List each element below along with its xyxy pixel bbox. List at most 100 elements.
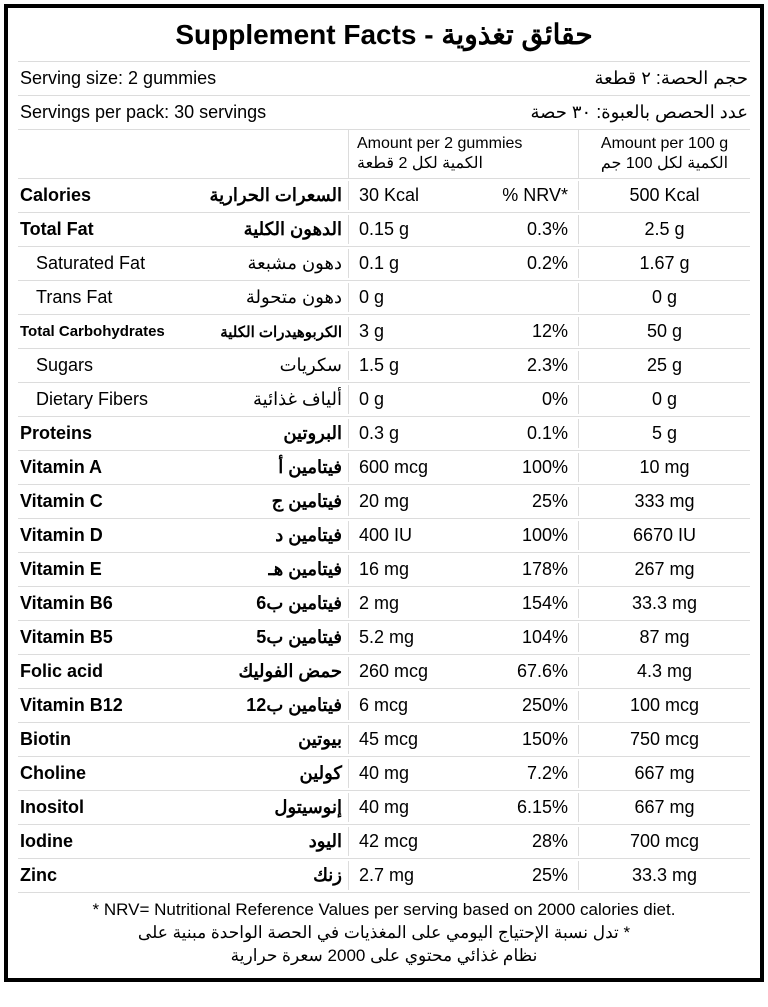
nutrient-name-ar: فيتامين ب12 (246, 695, 342, 716)
nutrient-names: Sugarsسكريات (18, 351, 348, 380)
nutrient-names: Saturated Fatدهون مشبعة (18, 249, 348, 278)
nutrient-amount: 42 mcg28% (348, 827, 578, 856)
header-amount-ar: الكمية لكل 2 قطعة (357, 154, 570, 174)
nutrient-amount: 30 Kcal % NRV* (348, 181, 578, 210)
nutrient-row: Biotinبيوتين45 mcg150%750 mcg (18, 722, 750, 756)
header-amount-per-100g: Amount per 100 g الكمية لكل 100 جم (578, 130, 750, 178)
amount-value: 0.1 g (359, 253, 399, 274)
per-100g-value: 6670 IU (578, 521, 750, 550)
supplement-facts-panel: Supplement Facts - حقائق تغذوية Serving … (4, 4, 764, 982)
nutrient-amount: 0 g0% (348, 385, 578, 414)
nutrient-name-ar: ألياف غذائية (253, 389, 342, 410)
amount-value: 6 mcg (359, 695, 408, 716)
nutrient-row: Vitamin Dفيتامين د400 IU100%6670 IU (18, 518, 750, 552)
nutrient-row: Vitamin Aفيتامين أ600 mcg100%10 mg (18, 450, 750, 484)
nrv-value: 150% (522, 729, 568, 750)
header-amount-en: Amount per 2 gummies (357, 134, 570, 154)
amount-value: 400 IU (359, 525, 412, 546)
nutrient-name-en: Total Carbohydrates (20, 323, 165, 341)
serving-size-en: Serving size: 2 gummies (20, 68, 216, 89)
nrv-value: 100% (522, 525, 568, 546)
nutrient-row: Dietary Fibersألياف غذائية0 g0%0 g (18, 382, 750, 416)
nutrient-name-ar: زنك (313, 865, 342, 886)
per-100g-value: 1.67 g (578, 249, 750, 278)
nutrient-name-en: Proteins (20, 423, 92, 444)
nutrient-row: Iodineاليود42 mcg28%700 mcg (18, 824, 750, 858)
amount-value: 3 g (359, 321, 384, 342)
nutrient-name-ar: فيتامين ب6 (256, 593, 342, 614)
nutrient-names: Vitamin Cفيتامين ج (18, 487, 348, 516)
nutrient-name-en: Vitamin C (20, 491, 103, 512)
amount-value: 16 mg (359, 559, 409, 580)
nutrient-name-en: Vitamin E (20, 559, 102, 580)
nutrient-amount: 20 mg25% (348, 487, 578, 516)
nutrient-name-en: Trans Fat (36, 287, 112, 308)
nutrient-name-ar: الكربوهيدرات الكلية (220, 323, 342, 341)
nutrient-amount: 0.15 g0.3% (348, 215, 578, 244)
serving-size-row: Serving size: 2 gummies حجم الحصة: ٢ قطع… (18, 61, 750, 95)
amount-value: 0 g (359, 287, 384, 308)
title-ar: حقائق تغذوية (441, 19, 592, 50)
nrv-value: 100% (522, 457, 568, 478)
nutrient-name-en: Vitamin D (20, 525, 103, 546)
nutrient-name-en: Vitamin A (20, 457, 102, 478)
title-en: Supplement Facts (175, 19, 416, 50)
per-100g-value: 667 mg (578, 793, 750, 822)
amount-value: 0.15 g (359, 219, 409, 240)
per-100g-value: 5 g (578, 419, 750, 448)
nrv-value: 6.15% (517, 797, 568, 818)
footnote: * NRV= Nutritional Reference Values per … (18, 892, 750, 970)
per-100g-value: 33.3 mg (578, 589, 750, 618)
amount-value: 45 mcg (359, 729, 418, 750)
nutrient-row: Vitamin Eفيتامين هـ16 mg178%267 mg (18, 552, 750, 586)
nutrient-amount: 45 mcg 150% (348, 725, 578, 754)
per-100g-value: 25 g (578, 351, 750, 380)
nutrient-name-en: Dietary Fibers (36, 389, 148, 410)
per-100g-value: 700 mcg (578, 827, 750, 856)
nutrient-row: Total Carbohydrates الكربوهيدرات الكلية 3 … (18, 314, 750, 348)
per-100g-value: 333 mg (578, 487, 750, 516)
nutrient-names: Proteins البروتين (18, 419, 348, 448)
nutrient-row: Cholineكولين40 mg7.2%667 mg (18, 756, 750, 790)
nutrient-names: Vitamin Eفيتامين هـ (18, 555, 348, 584)
nutrient-amount: 2 mg154% (348, 589, 578, 618)
per-100g-value: 87 mg (578, 623, 750, 652)
nutrient-name-ar: البروتين (283, 423, 342, 444)
per-100g-value: 750 mcg (578, 725, 750, 754)
nutrient-amount: 40 mg6.15% (348, 793, 578, 822)
footnote-ar-line1: * تدل نسبة الإحتياج اليومي على المغذيات … (22, 922, 746, 945)
nutrient-names: Total Fatالدهون الكلية (18, 215, 348, 244)
nutrient-rows: Caloriesالسعرات الحرارية30 Kcal% NRV*500… (18, 178, 750, 892)
amount-value: 30 Kcal (359, 185, 419, 206)
nutrient-amount: 0.3 g0.1% (348, 419, 578, 448)
nutrient-name-en: Iodine (20, 831, 73, 852)
nutrient-row: Vitamin B12فيتامين ب126 mcg250%100 mcg (18, 688, 750, 722)
header-amount-per-serving: Amount per 2 gummies الكمية لكل 2 قطعة (348, 130, 578, 178)
nutrient-names: Dietary Fibers ألياف غذائية (18, 385, 348, 414)
header-label-spacer (18, 130, 348, 178)
nrv-value: 67.6% (517, 661, 568, 682)
nutrient-amount: 6 mcg250% (348, 691, 578, 720)
amount-value: 20 mg (359, 491, 409, 512)
per-100g-value: 500 Kcal (578, 181, 750, 210)
header-100g-ar: الكمية لكل 100 جم (587, 154, 742, 174)
nutrient-name-en: Total Fat (20, 219, 94, 240)
nutrient-names: Zincزنك (18, 861, 348, 890)
nutrient-row: Trans Fatدهون متحولة0 g0 g (18, 280, 750, 314)
nutrient-name-en: Biotin (20, 729, 71, 750)
nutrient-names: Vitamin B12فيتامين ب12 (18, 691, 348, 720)
nutrient-amount: 400 IU 100% (348, 521, 578, 550)
nutrient-amount: 600 mcg100% (348, 453, 578, 482)
nrv-value: 7.2% (527, 763, 568, 784)
nrv-value: 0.2% (527, 253, 568, 274)
nutrient-amount: 16 mg178% (348, 555, 578, 584)
amount-value: 5.2 mg (359, 627, 414, 648)
nrv-value: 104% (522, 627, 568, 648)
nutrient-name-en: Vitamin B6 (20, 593, 113, 614)
nrv-value: % NRV* (502, 185, 568, 206)
servings-per-pack-ar: عدد الحصص بالعبوة: ٣٠ حصة (530, 102, 748, 123)
nutrient-amount: 260 mcg67.6% (348, 657, 578, 686)
nutrient-row: Zincزنك2.7 mg25%33.3 mg (18, 858, 750, 892)
nutrient-names: Total Carbohydrates الكربوهيدرات الكلية (18, 319, 348, 345)
amount-value: 2 mg (359, 593, 399, 614)
